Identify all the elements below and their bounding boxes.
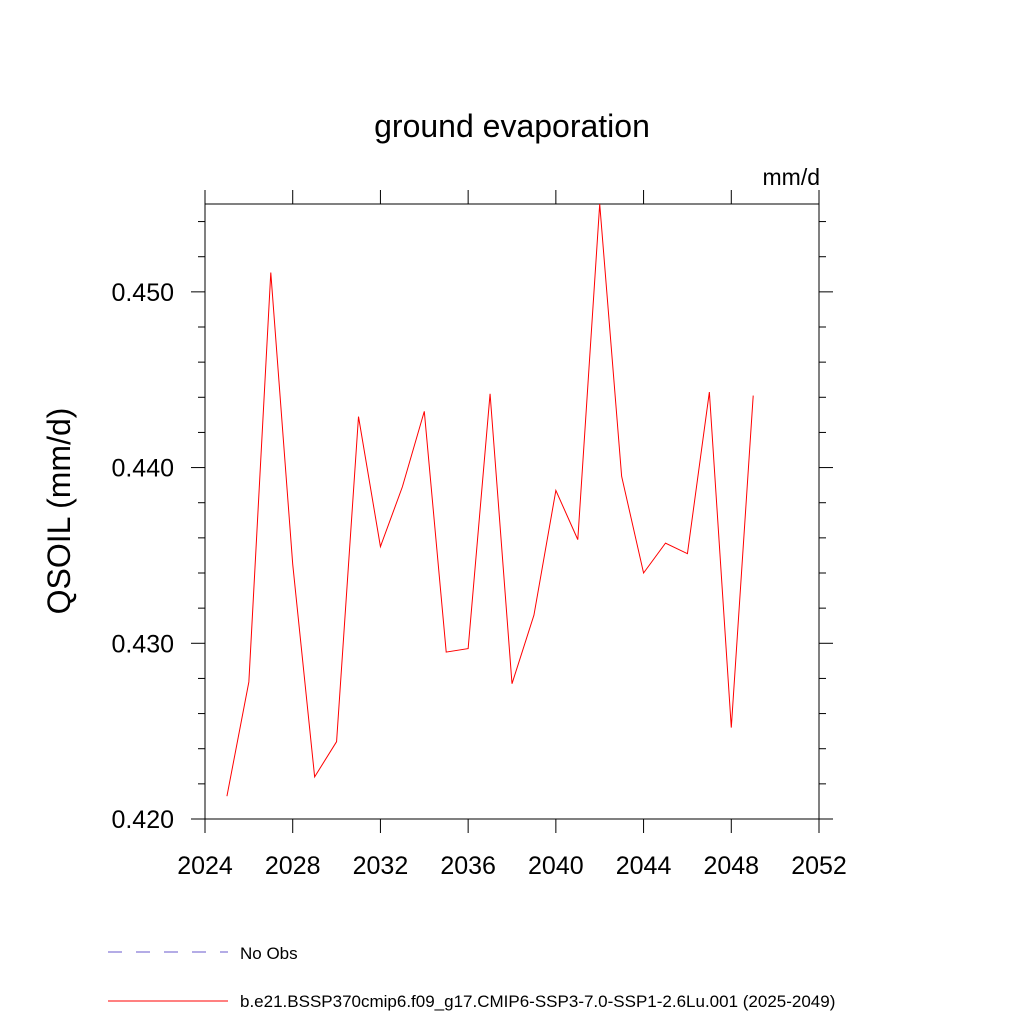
- y-tick-label: 0.420: [111, 806, 174, 834]
- legend-label-model: b.e21.BSSP370cmip6.f09_g17.CMIP6-SSP3-7.…: [240, 992, 835, 1011]
- x-tick-labels: 2024 2028 2032 2036 2040 2044 2048 2052: [177, 852, 847, 880]
- chart-title: ground evaporation: [374, 108, 650, 144]
- legend: No Obs b.e21.BSSP370cmip6.f09_g17.CMIP6-…: [108, 944, 835, 1011]
- y-tick-label: 0.430: [111, 630, 174, 658]
- y-tick-label: 0.440: [111, 455, 174, 483]
- x-tick-label: 2048: [703, 852, 759, 880]
- y-tick-label: 0.450: [111, 279, 174, 307]
- x-tick-label: 2040: [528, 852, 584, 880]
- tick-marks: [191, 190, 833, 833]
- y-axis-label: QSOIL (mm/d): [41, 408, 77, 615]
- x-tick-label: 2032: [353, 852, 409, 880]
- series-line-0: [226, 203, 754, 797]
- x-tick-label: 2028: [265, 852, 321, 880]
- units-label: mm/d: [763, 164, 821, 190]
- legend-label-no-obs: No Obs: [240, 944, 298, 963]
- series-group: [226, 203, 754, 797]
- y-tick-labels: 0.420 0.430 0.440 0.450: [111, 279, 174, 834]
- x-tick-label: 2024: [177, 852, 233, 880]
- x-tick-label: 2036: [440, 852, 496, 880]
- x-tick-label: 2052: [791, 852, 847, 880]
- x-tick-label: 2044: [616, 852, 672, 880]
- plot-frame: [204, 203, 820, 820]
